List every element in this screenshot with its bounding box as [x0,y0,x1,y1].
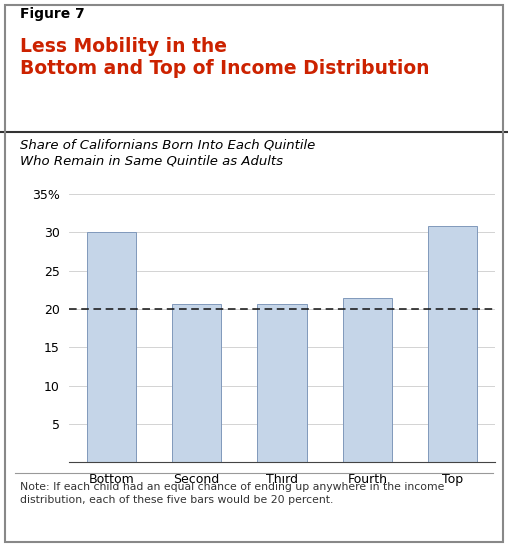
Text: Figure 7: Figure 7 [20,7,85,21]
Text: Less Mobility in the
Bottom and Top of Income Distribution: Less Mobility in the Bottom and Top of I… [20,37,430,78]
Bar [172,305,221,462]
Bar [342,298,392,462]
Text: Share of Californians Born Into Each Quintile
Who Remain in Same Quintile as Adu: Share of Californians Born Into Each Qui… [20,138,315,167]
Bar [428,226,478,462]
Bar [257,304,307,462]
Bar [86,232,136,462]
Text: Note: If each child had an equal chance of ending up anywhere in the income
dist: Note: If each child had an equal chance … [20,482,444,505]
